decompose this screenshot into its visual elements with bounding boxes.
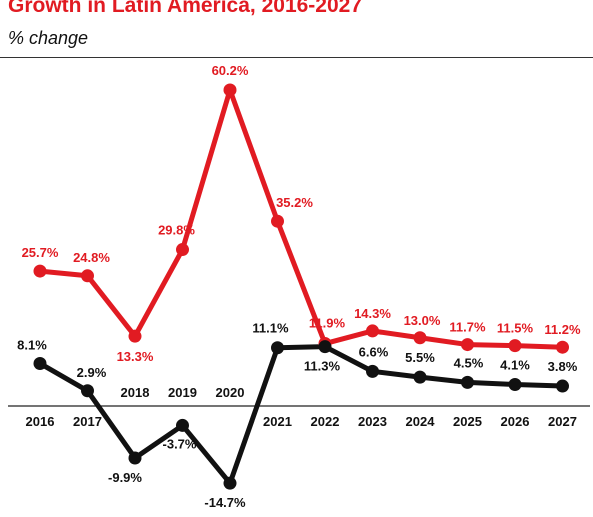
chart-subtitle: % change — [8, 28, 89, 48]
x-tick-label: 2021 — [263, 414, 292, 429]
series-black-point — [176, 418, 189, 432]
data-label: 11.3% — [304, 359, 341, 374]
data-label: 11.1% — [252, 321, 289, 336]
data-label: -9.9% — [108, 470, 142, 485]
series-black-line — [37, 344, 565, 486]
x-tick-label: 2025 — [453, 414, 482, 429]
data-label: -14.7% — [204, 495, 246, 510]
series-red-point — [33, 264, 47, 278]
series-black-point — [461, 375, 474, 389]
header-divider — [0, 57, 593, 58]
series-black-point — [508, 377, 522, 391]
data-label: 29.8% — [158, 223, 195, 238]
series-black-point — [413, 370, 427, 384]
x-tick-label: 2023 — [358, 414, 387, 429]
data-label: 5.5% — [405, 350, 435, 365]
data-label: 3.8% — [548, 359, 578, 374]
data-label: 2.9% — [77, 365, 107, 380]
data-label: 25.7% — [22, 245, 59, 260]
data-label: 11.2% — [544, 322, 581, 337]
series-red-point — [81, 269, 94, 283]
series-red-point — [556, 340, 569, 354]
data-label: -3.7% — [163, 436, 197, 451]
series-black-point — [81, 384, 94, 398]
series-red-point — [508, 339, 522, 353]
series-black-point — [366, 364, 379, 378]
data-label: 60.2% — [212, 63, 249, 78]
series-red-point — [176, 243, 189, 257]
data-label: 24.8% — [73, 250, 110, 265]
series-red-point — [461, 338, 474, 352]
x-tick-label: 2026 — [501, 414, 530, 429]
x-tick-label: 2020 — [216, 385, 245, 400]
data-label: 6.6% — [359, 344, 389, 359]
x-tick-label: 2016 — [26, 414, 55, 429]
x-tick-label: 2017 — [73, 414, 102, 429]
data-label: 13.0% — [404, 313, 441, 328]
series-black-point — [318, 340, 332, 354]
data-label: 11.5% — [497, 321, 534, 336]
x-tick-label: 2022 — [311, 414, 340, 429]
x-tick-label: 2018 — [121, 385, 150, 400]
data-label: 13.3% — [117, 349, 154, 364]
x-tick-label: 2019 — [168, 385, 197, 400]
data-label: 4.5% — [454, 355, 484, 370]
x-tick-label: 2024 — [406, 414, 436, 429]
data-label: 8.1% — [17, 337, 47, 352]
data-label: 35.2% — [276, 195, 313, 210]
series-black-point — [271, 341, 284, 355]
data-label: 11.9% — [309, 316, 346, 331]
data-label: 4.1% — [500, 357, 530, 372]
series-red-point — [271, 214, 284, 228]
series-black-point — [128, 451, 142, 465]
x-tick-label: 2027 — [548, 414, 577, 429]
chart-title: Growth in Latin America, 2016-2027 — [8, 0, 363, 17]
series-red-point — [413, 331, 427, 345]
data-label: 11.7% — [449, 320, 486, 335]
data-label: 14.3% — [354, 306, 391, 321]
series-red-point — [223, 83, 237, 97]
series-black-point — [33, 356, 47, 370]
series-red-line — [37, 87, 565, 350]
series-black-point — [556, 379, 569, 393]
series-red-point — [366, 324, 379, 338]
series-red-point — [128, 329, 142, 343]
series-black-point — [223, 476, 237, 490]
